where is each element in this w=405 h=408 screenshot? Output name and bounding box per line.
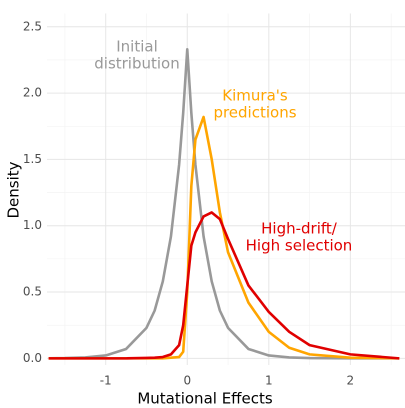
- annotation: Kimura's: [222, 87, 288, 105]
- line-series: [48, 48, 400, 360]
- x-tick-label: -1: [100, 374, 112, 388]
- y-axis-title: Density: [5, 161, 23, 218]
- y-tick-label: 1.0: [23, 218, 42, 232]
- y-tick-label: 2.0: [23, 86, 42, 100]
- annotation: distribution: [94, 55, 179, 73]
- x-tick-label: 0: [183, 374, 191, 388]
- x-axis-title: Mutational Effects: [137, 390, 273, 408]
- line-series: [48, 211, 400, 360]
- x-tick-label: 1: [265, 374, 273, 388]
- y-tick-label: 2.5: [23, 19, 42, 33]
- annotation: predictions: [213, 104, 296, 122]
- annotation: Initial: [116, 38, 158, 56]
- annotation: High-drift/: [261, 220, 338, 238]
- y-tick-label: 1.5: [23, 152, 42, 166]
- y-tick-label: 0.5: [23, 285, 42, 299]
- x-tick-label: 2: [347, 374, 355, 388]
- y-tick-label: 0.0: [23, 351, 42, 365]
- annotation: High selection: [246, 237, 353, 255]
